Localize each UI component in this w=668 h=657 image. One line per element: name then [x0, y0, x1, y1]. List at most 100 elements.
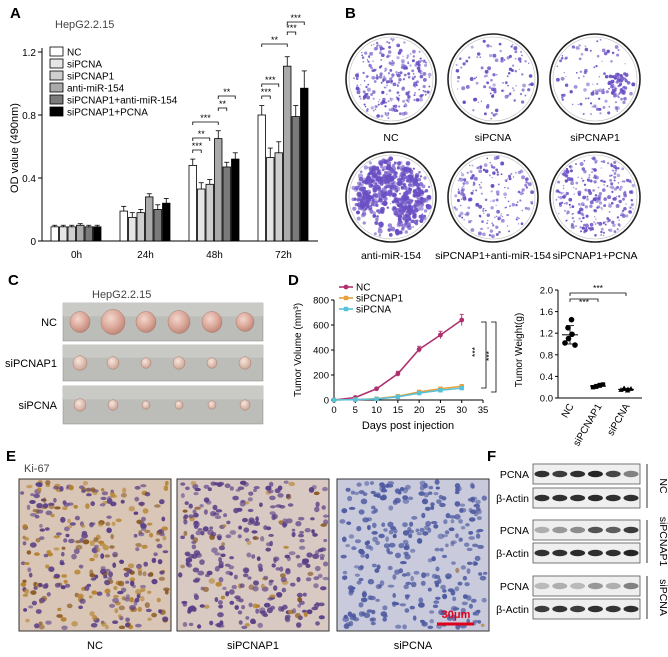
cell-nucleus	[217, 612, 224, 618]
cell-nucleus	[26, 484, 33, 489]
cell-nucleus	[247, 508, 254, 513]
colony	[379, 210, 384, 214]
cell-nucleus	[263, 575, 269, 580]
tumor	[107, 399, 119, 411]
cell-nucleus	[440, 584, 446, 590]
panel-c-cell-line: HepG2.2.15	[92, 289, 151, 301]
cell-nucleus	[468, 531, 474, 535]
colony	[624, 73, 629, 77]
colony	[571, 205, 575, 208]
sig-label: **	[271, 35, 279, 45]
colony	[607, 81, 612, 86]
colony	[615, 204, 620, 208]
colony	[419, 193, 422, 197]
colony	[579, 102, 583, 106]
bar	[67, 226, 76, 242]
colony	[519, 50, 523, 54]
y-tick-label: 0.8	[540, 350, 553, 361]
cell-nucleus	[28, 605, 34, 609]
colony	[514, 69, 518, 73]
cell-nucleus	[445, 513, 451, 519]
y-tick-label: 1.6	[540, 307, 553, 318]
colony	[517, 190, 521, 194]
cell-nucleus	[375, 540, 380, 546]
legend-swatch	[49, 58, 64, 69]
colony	[508, 177, 512, 181]
colony	[592, 156, 596, 161]
cell-nucleus	[29, 500, 36, 504]
cell-nucleus	[410, 581, 417, 588]
panel-letter-c: C	[8, 272, 19, 289]
tumor	[135, 311, 157, 333]
colony	[374, 108, 377, 111]
colony	[404, 204, 408, 208]
cell-nucleus	[412, 615, 417, 621]
data-point	[593, 384, 599, 389]
colony	[398, 197, 402, 201]
colony	[564, 83, 569, 87]
cell-nucleus	[90, 501, 95, 507]
cell-nucleus	[221, 542, 225, 547]
data-point	[459, 317, 465, 323]
cell-nucleus	[288, 481, 296, 487]
cell-nucleus	[187, 606, 194, 612]
cell-nucleus	[52, 485, 60, 490]
cell-nucleus	[399, 603, 407, 607]
colony	[579, 211, 583, 215]
colony	[575, 45, 580, 50]
colony	[584, 97, 587, 100]
y-tick-label: 0.0	[540, 394, 553, 405]
colony	[611, 75, 614, 78]
cell-nucleus	[401, 573, 407, 577]
cell-nucleus	[192, 537, 199, 543]
cell-nucleus	[454, 514, 461, 520]
colony	[413, 94, 416, 97]
colony	[363, 80, 366, 82]
colony	[384, 86, 387, 89]
cell-nucleus	[53, 535, 60, 539]
colony	[608, 204, 612, 208]
cell-nucleus	[220, 595, 225, 600]
colony	[622, 100, 626, 105]
colony	[602, 234, 605, 237]
tumor	[201, 311, 223, 333]
sig-bracket	[192, 137, 211, 141]
colony	[417, 177, 422, 182]
colony	[518, 68, 520, 71]
colony	[383, 202, 388, 206]
data-point	[374, 386, 379, 392]
cell-nucleus	[45, 620, 52, 625]
x-tick-label: siPCNAP1	[571, 402, 604, 449]
colony	[400, 207, 405, 212]
colony	[569, 90, 573, 94]
colony	[388, 108, 392, 112]
colony	[401, 197, 407, 203]
sig-label: ***	[286, 23, 297, 33]
colony	[376, 74, 378, 76]
x-tick-label: 20	[414, 405, 425, 416]
colony	[467, 206, 471, 210]
colony	[480, 100, 483, 102]
cell-nucleus	[81, 524, 86, 528]
colony	[420, 72, 422, 75]
colony	[595, 218, 597, 220]
cell-nucleus	[452, 617, 456, 621]
colony	[579, 207, 583, 212]
cell-nucleus	[323, 514, 329, 518]
colony	[506, 75, 509, 78]
panel-a-cell-line: HepG2.2.15	[55, 19, 114, 31]
tumor	[167, 310, 191, 334]
colony	[495, 204, 497, 207]
cell-nucleus	[274, 488, 281, 494]
colony	[357, 194, 363, 200]
colony	[472, 109, 475, 112]
cell-nucleus	[190, 481, 197, 486]
cell-nucleus	[24, 588, 30, 595]
colony	[386, 54, 390, 58]
colony	[564, 174, 569, 178]
colony	[488, 174, 491, 177]
y-tick-label: 0	[30, 237, 36, 248]
colony	[407, 225, 412, 231]
colony	[398, 160, 403, 165]
cell-nucleus	[454, 501, 461, 507]
